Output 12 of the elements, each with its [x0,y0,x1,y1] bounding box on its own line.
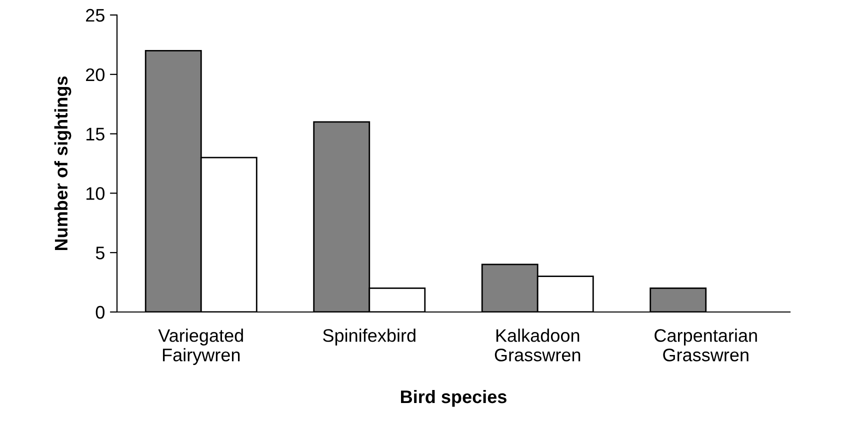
y-tick-label: 10 [86,187,104,200]
y-tick-label: 0 [96,306,104,319]
x-axis-title: Bird species [401,390,506,407]
y-axis-title: Number of sightings [54,76,72,250]
y-tick-label: 15 [86,128,104,141]
y-tick-label: 5 [96,246,104,260]
x-tick-label: Variegated Fairywren [158,328,243,365]
y-tick-label: 25 [86,8,104,22]
x-tick-label: Spinifexbird [323,328,416,346]
x-tick-label: Carpentarian Grasswren [654,328,757,362]
y-tick-label: 20 [86,68,104,82]
x-tick-label: Kalkadoon Grasswren [494,328,580,362]
